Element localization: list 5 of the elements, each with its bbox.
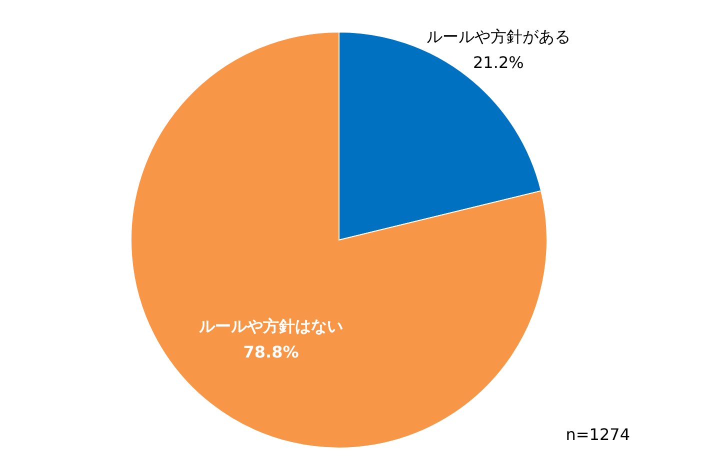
data-label: 78.8% [243,342,299,362]
data-label: 21.2% [472,53,524,72]
slice-label: ルールや方針はない [198,316,344,336]
text: n=1274 [566,425,630,444]
slice-label: ルールや方針がある [426,27,570,46]
